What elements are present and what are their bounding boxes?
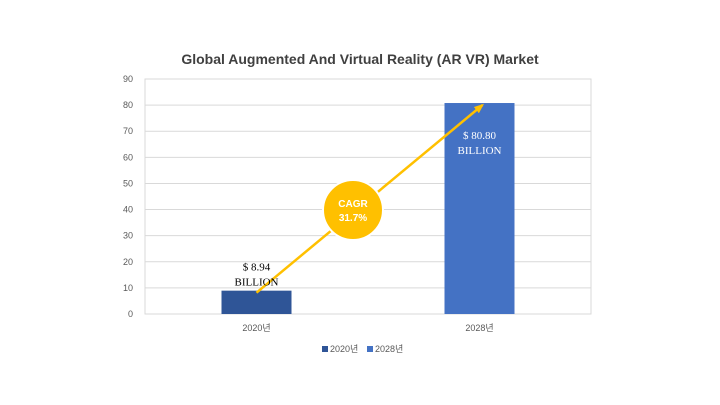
data-label-2028-unit: BILLION xyxy=(458,145,502,157)
legend-swatch-2020 xyxy=(322,346,328,352)
data-label-2028-value: $ 80.80 xyxy=(463,130,497,142)
y-tick-label: 20 xyxy=(123,257,133,267)
x-tick-label: 2020년 xyxy=(242,323,270,333)
chart-title: Global Augmented And Virtual Reality (AR… xyxy=(181,51,539,67)
cagr-value: 31.7% xyxy=(339,213,367,224)
y-tick-label: 60 xyxy=(123,152,133,162)
y-tick-label: 10 xyxy=(123,283,133,293)
y-tick-label: 50 xyxy=(123,178,133,188)
y-tick-label: 80 xyxy=(123,100,133,110)
bar-1 xyxy=(444,103,515,315)
legend-swatch-2028 xyxy=(367,346,373,352)
y-tick-label: 40 xyxy=(123,205,133,215)
legend: 2020년 2028년 xyxy=(322,344,403,354)
bar-0 xyxy=(221,290,292,314)
legend-label-2028: 2028년 xyxy=(375,344,403,354)
y-tick-label: 30 xyxy=(123,231,133,241)
cagr-badge xyxy=(322,179,384,241)
y-axis: 0 10 20 30 40 50 60 70 80 90 xyxy=(123,74,133,319)
bars xyxy=(221,103,515,315)
x-tick-label: 2028년 xyxy=(465,323,493,333)
data-label-2020-value: $ 8.94 xyxy=(243,262,271,274)
y-tick-label: 90 xyxy=(123,74,133,84)
legend-label-2020: 2020년 xyxy=(330,344,358,354)
cagr-label: CAGR xyxy=(338,199,368,210)
y-tick-label: 0 xyxy=(128,309,133,319)
data-label-2020-unit: BILLION xyxy=(235,277,279,289)
x-axis: 2020년 2028년 xyxy=(242,323,493,333)
plot-area-border xyxy=(144,78,592,315)
y-tick-label: 70 xyxy=(123,126,133,136)
